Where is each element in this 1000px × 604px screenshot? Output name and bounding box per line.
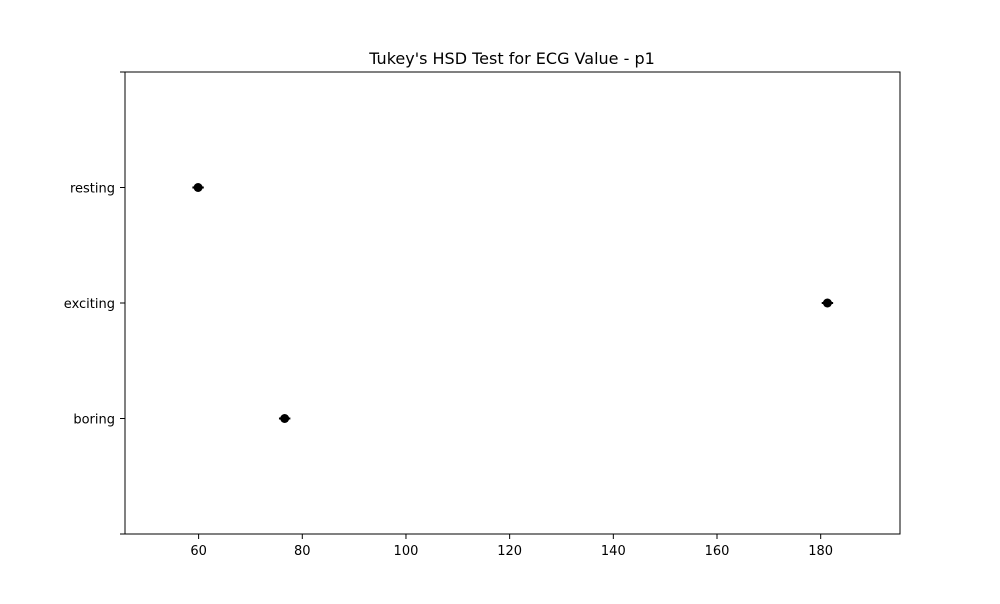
x-tick-label: 180 bbox=[808, 544, 833, 559]
x-tick-label: 120 bbox=[497, 544, 522, 559]
point-boring bbox=[280, 414, 290, 423]
x-tick-label: 60 bbox=[190, 544, 207, 559]
y-tick-label: exciting bbox=[64, 297, 115, 312]
y-tick-label: resting bbox=[70, 182, 115, 197]
x-tick-label: 160 bbox=[705, 544, 730, 559]
point-exciting bbox=[822, 298, 832, 308]
point-resting bbox=[193, 183, 203, 192]
plot-area: 60 80 100 120 140 160 180 boring exciting resting bbox=[64, 71, 901, 559]
x-tick-label: 80 bbox=[294, 544, 311, 559]
x-tick-label: 140 bbox=[601, 544, 626, 559]
y-tick-label: boring bbox=[73, 413, 115, 428]
chart-title: Tukey's HSD Test for ECG Value - p1 bbox=[368, 49, 655, 68]
x-tick-label: 100 bbox=[394, 544, 419, 559]
